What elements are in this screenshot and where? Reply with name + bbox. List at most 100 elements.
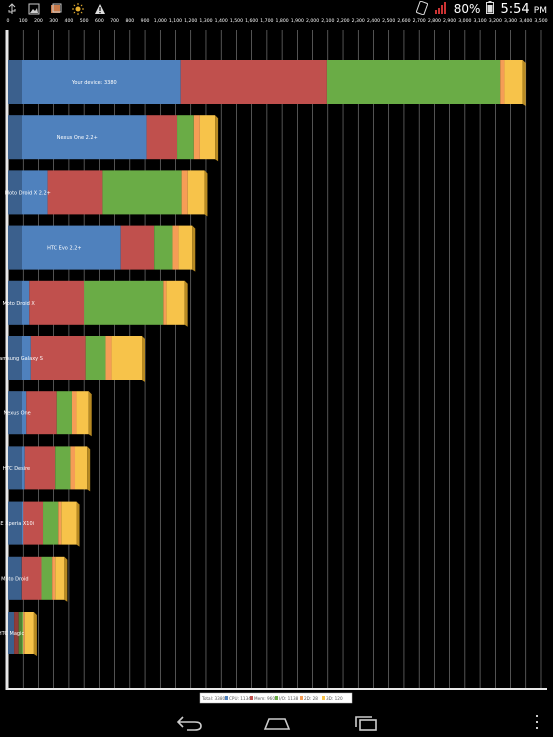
bar-depth-shade bbox=[8, 501, 22, 545]
legend-entry: Mem: 960 bbox=[254, 696, 275, 701]
bar-depth-shade bbox=[8, 612, 22, 654]
recents-button[interactable] bbox=[351, 715, 379, 731]
back-button[interactable] bbox=[175, 715, 203, 731]
x-tick-label: 400 bbox=[65, 18, 74, 24]
bar-segment bbox=[26, 391, 57, 435]
legend-swatch bbox=[250, 696, 253, 700]
bar-segment bbox=[500, 60, 505, 104]
bar-shadow bbox=[184, 280, 188, 327]
usb-icon bbox=[6, 3, 18, 15]
bar-label: Nexus One 2.2+ bbox=[57, 135, 98, 141]
bar-segment bbox=[43, 501, 59, 545]
bar-segment bbox=[199, 115, 216, 160]
bar-label: Your device: 3380 bbox=[71, 80, 117, 86]
bar-segment bbox=[21, 556, 42, 600]
overflow-menu-button[interactable] bbox=[535, 714, 539, 730]
battery-percent: 80% bbox=[453, 2, 481, 16]
bar-segment bbox=[8, 612, 15, 654]
x-tick-label: 800 bbox=[125, 18, 134, 24]
x-tick-label: 2,000 bbox=[306, 18, 319, 24]
x-tick-label: 2,500 bbox=[382, 18, 395, 24]
bar-segment bbox=[102, 170, 182, 215]
bar-label: Moto Droid X bbox=[2, 301, 35, 307]
bar-segment bbox=[61, 501, 77, 545]
signal-icon bbox=[434, 1, 448, 17]
x-tick-label: 1,400 bbox=[215, 18, 228, 24]
bar-segment bbox=[154, 225, 173, 270]
bar-depth-shade bbox=[8, 170, 22, 215]
back-icon bbox=[176, 715, 202, 731]
bar-shadow bbox=[142, 336, 146, 382]
status-bar: 80% 5:54 PM bbox=[0, 0, 553, 18]
bar-segment bbox=[70, 446, 76, 490]
legend-swatch bbox=[300, 696, 303, 700]
x-tick-label: 0 bbox=[7, 18, 10, 24]
warning-icon bbox=[94, 3, 106, 15]
bar-label: HTC Desire bbox=[3, 466, 31, 472]
x-tick-label: 2,400 bbox=[367, 18, 380, 24]
x-tick-label: 2,200 bbox=[336, 18, 349, 24]
bar-shadow bbox=[215, 115, 219, 162]
more-vert-icon bbox=[536, 715, 538, 729]
bar-segment bbox=[120, 225, 155, 270]
bar-depth-shade bbox=[8, 446, 22, 490]
bar-segment bbox=[8, 60, 181, 104]
bar-segment bbox=[8, 446, 25, 490]
bar-segment bbox=[163, 280, 167, 325]
bar-shadow bbox=[204, 170, 208, 217]
bar-segment bbox=[166, 280, 185, 325]
bar-segment bbox=[29, 280, 85, 325]
bar-segment bbox=[56, 391, 72, 435]
bar-shadow bbox=[87, 446, 91, 492]
bar-segment bbox=[8, 556, 22, 600]
status-icons-left bbox=[0, 3, 106, 15]
battery-icon bbox=[486, 1, 495, 17]
legend-entry: Total: 3380 bbox=[201, 696, 226, 701]
bar-shadow bbox=[76, 501, 80, 547]
x-tick-label: 1,000 bbox=[154, 18, 167, 24]
brightness-icon bbox=[72, 3, 84, 15]
bar-segment bbox=[24, 446, 56, 490]
bar-segment bbox=[8, 391, 27, 435]
x-tick-label: 500 bbox=[80, 18, 89, 24]
home-button[interactable] bbox=[263, 715, 291, 731]
x-tick-label: 1,600 bbox=[245, 18, 258, 24]
x-tick-label: 1,200 bbox=[184, 18, 197, 24]
gallery-icon bbox=[28, 3, 40, 15]
bar-depth-shade bbox=[8, 391, 22, 435]
clock: 5:54 PM bbox=[500, 1, 547, 17]
bar-segment bbox=[55, 556, 65, 600]
x-tick-label: 1,800 bbox=[276, 18, 289, 24]
bar-segment bbox=[75, 446, 88, 490]
x-tick-label: 3,400 bbox=[519, 18, 532, 24]
bar-segment bbox=[47, 170, 103, 215]
legend-entry: 2D: 28 bbox=[304, 696, 318, 701]
bar-label: HTC Evo 2.2+ bbox=[47, 246, 82, 252]
bar-segment bbox=[180, 60, 327, 104]
x-tick-label: 2,100 bbox=[321, 18, 334, 24]
bar-label: Nexus One bbox=[4, 411, 31, 417]
bar-segment bbox=[71, 391, 77, 435]
x-tick-label: 1,100 bbox=[169, 18, 182, 24]
x-tick-label: 3,500 bbox=[534, 18, 547, 24]
x-tick-label: 100 bbox=[19, 18, 28, 24]
bar-segment bbox=[181, 170, 188, 215]
bar-depth-shade bbox=[8, 60, 22, 104]
bar-segment bbox=[326, 60, 501, 104]
x-tick-label: 300 bbox=[49, 18, 58, 24]
bar-segment bbox=[14, 612, 19, 654]
bar-segment bbox=[178, 225, 193, 270]
x-tick-label: 1,300 bbox=[199, 18, 212, 24]
bar-segment bbox=[8, 115, 147, 160]
bar-segment bbox=[18, 612, 24, 654]
bar-label: Samsung Galaxy S bbox=[0, 356, 43, 362]
bar-shadow bbox=[64, 556, 68, 602]
rotate-lock-icon bbox=[415, 0, 428, 18]
legend-swatch bbox=[225, 696, 228, 700]
bar-segment bbox=[8, 280, 30, 325]
bar-segment bbox=[23, 612, 25, 654]
bar-label: Moto Droid bbox=[1, 576, 28, 582]
bar-label: HTC Magic bbox=[0, 631, 24, 637]
bar-segment bbox=[23, 501, 44, 545]
bar-segment bbox=[111, 336, 143, 380]
